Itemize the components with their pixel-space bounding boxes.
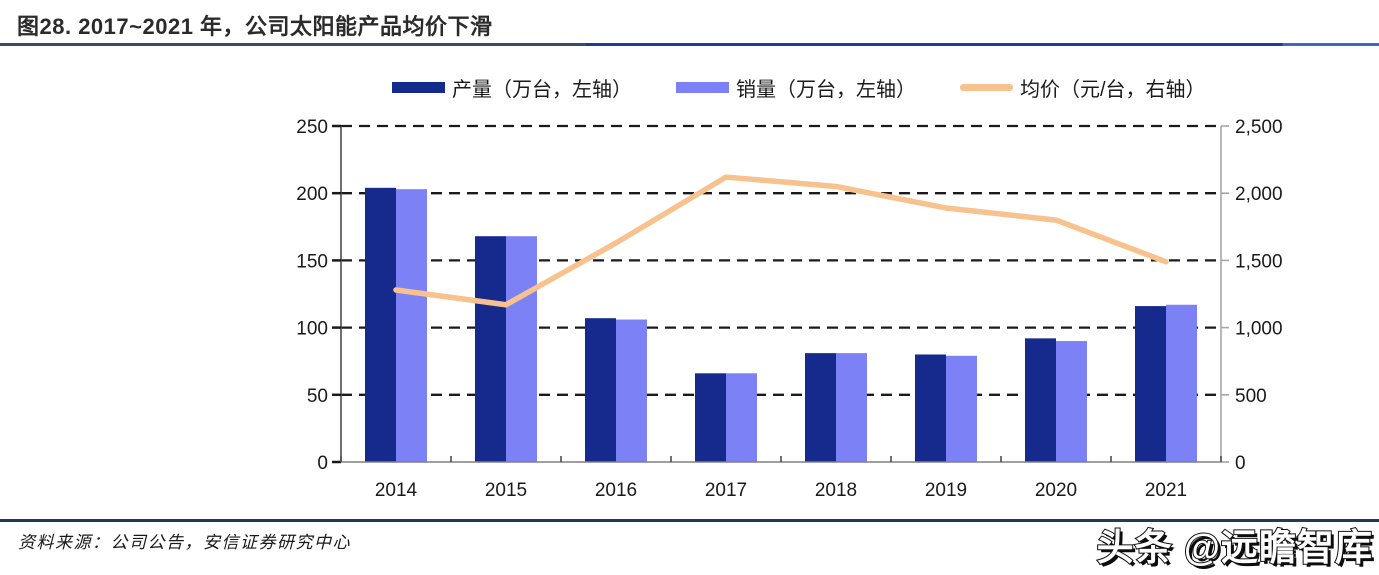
left-tick-label-150: 150 [296, 251, 328, 272]
right-tick-label-0: 0 [1235, 453, 1246, 474]
bar-sales-2015 [506, 236, 537, 462]
legend-item-price: 均价（元/台，右轴） [960, 73, 1206, 102]
year-label-2016: 2016 [595, 480, 637, 501]
year-label-2020: 2020 [1035, 480, 1077, 501]
right-tick-label-1500: 1,500 [1235, 251, 1283, 272]
left-tick-label-0: 0 [317, 453, 328, 474]
right-tick-label-2000: 2,000 [1235, 184, 1283, 205]
footer-rule [0, 519, 1379, 522]
left-tick-label-50: 50 [307, 386, 328, 407]
production-swatch-icon [392, 82, 445, 93]
bar-sales-2017 [726, 373, 757, 462]
bar-sales-2021 [1166, 304, 1197, 462]
bar-production-2014 [365, 187, 396, 462]
year-label-2015: 2015 [485, 480, 527, 501]
legend-label-sales: 销量（万台，左轴） [736, 79, 916, 101]
bar-production-2016 [585, 318, 616, 462]
legend-label-price: 均价（元/台，右轴） [1020, 79, 1206, 101]
year-label-2018: 2018 [815, 480, 857, 501]
bar-production-2020 [1025, 338, 1056, 462]
bar-sales-2014 [396, 189, 427, 462]
title-underline [0, 43, 1379, 46]
bar-production-2017 [695, 373, 726, 462]
left-tick-label-250: 250 [296, 117, 328, 138]
left-tick-label-200: 200 [296, 184, 328, 205]
bar-production-2019 [915, 354, 946, 462]
bar-sales-2020 [1056, 341, 1087, 462]
year-label-2019: 2019 [925, 480, 967, 501]
right-tick-label-500: 500 [1235, 386, 1267, 407]
bar-production-2021 [1135, 306, 1166, 462]
year-label-2021: 2021 [1145, 480, 1187, 501]
price-swatch-icon [960, 84, 1013, 91]
right-tick-label-1000: 1,000 [1235, 319, 1283, 340]
price-line [393, 174, 1169, 308]
right-tick-label-2500: 2,500 [1235, 117, 1283, 138]
legend-item-production: 产量（万台，左轴） [392, 73, 632, 102]
bar-sales-2019 [946, 355, 977, 462]
figure-title: 图28. 2017~2021 年，公司太阳能产品均价下滑 [17, 14, 493, 39]
bar-sales-2016 [616, 319, 647, 462]
watermark: 头条 @远瞻智库 [1096, 526, 1373, 569]
bar-production-2015 [475, 236, 506, 462]
year-label-2017: 2017 [705, 480, 747, 501]
chart-legend: 产量（万台，左轴） 销量（万台，左轴） 均价（元/台，右轴） [392, 73, 1206, 102]
left-tick-label-100: 100 [296, 319, 328, 340]
legend-item-sales: 销量（万台，左轴） [676, 73, 916, 102]
sales-swatch-icon [676, 82, 729, 93]
bar-production-2018 [805, 353, 836, 462]
year-label-2014: 2014 [375, 480, 418, 501]
legend-label-production: 产量（万台，左轴） [452, 79, 632, 101]
source-note: 资料来源：公司公告，安信证券研究中心 [18, 533, 351, 552]
bar-sales-2018 [836, 353, 867, 462]
